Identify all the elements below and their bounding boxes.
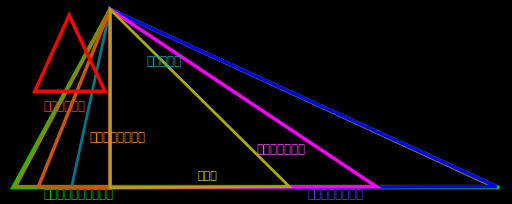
Text: समबाहु: समबाहु [44,100,86,113]
Text: परख: परख [197,171,217,180]
Text: समकोण: समकोण [146,55,181,68]
Text: न्यूनकोण: न्यूनकोण [90,130,145,143]
Text: अधिककोण: अधिककोण [256,142,305,155]
Text: विषमबाहु: विषमबाहु [307,187,363,200]
Text: समद्विबाहु: समद्विबाहु [44,187,114,200]
